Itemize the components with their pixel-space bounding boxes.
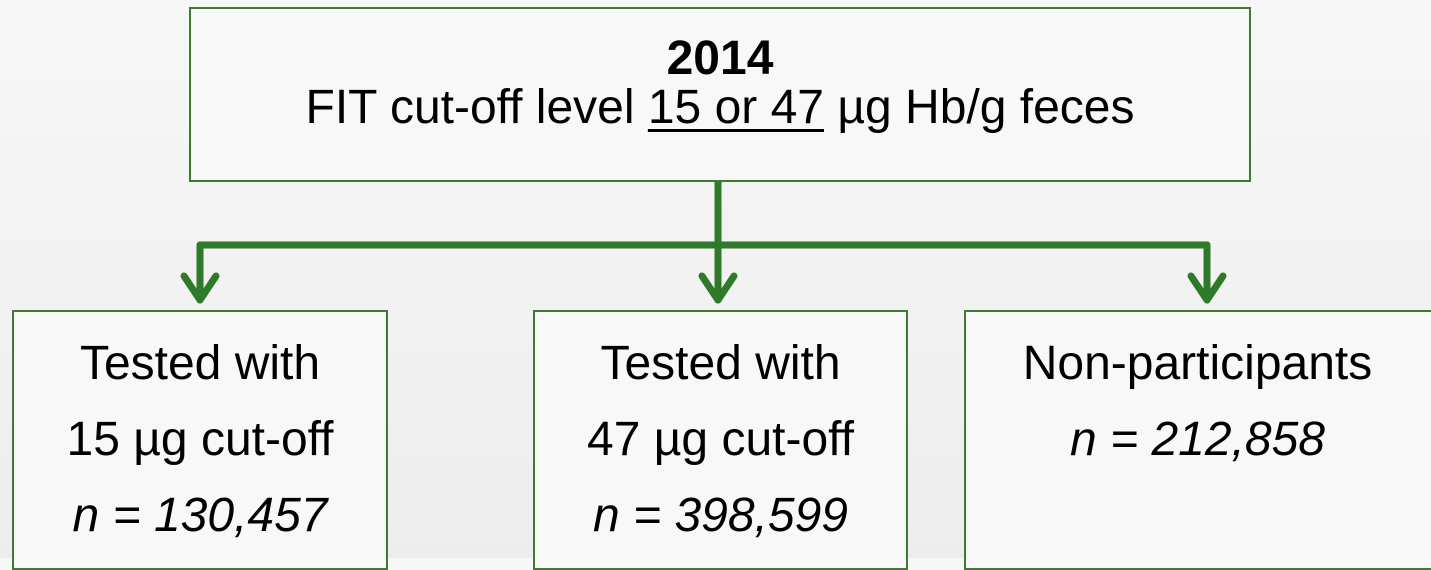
node-line: 47 µg cut-off	[587, 413, 854, 466]
top-box: 2014 FIT cut-off level 15 or 47 µg Hb/g …	[189, 7, 1251, 182]
top-title: 2014	[666, 32, 774, 85]
node-line: Tested with	[79, 337, 321, 390]
node-count: n = 398,599	[593, 489, 848, 542]
node-line: Tested with	[600, 337, 841, 390]
node-box: Non-participants n = 212,858	[964, 310, 1431, 570]
node-box: Tested with 15 µg cut-off n = 130,457	[12, 310, 388, 570]
top-text: FIT cut-off level 15 or 47 µg Hb/g feces	[191, 83, 1249, 133]
connectors	[180, 177, 1227, 304]
underlined-text: 15 or 47	[647, 81, 824, 134]
text: µg Hb/g feces	[837, 81, 1135, 134]
node-count: n = 130,457	[72, 489, 328, 542]
node-line: 15 µg cut-off	[66, 413, 334, 466]
node-line: Non-participants	[1022, 337, 1373, 390]
node-box: Tested with 47 µg cut-off n = 398,599	[533, 310, 908, 570]
text: FIT cut-off level	[305, 81, 635, 134]
node-count: n = 212,858	[1070, 413, 1325, 466]
arrows	[180, 177, 1227, 304]
